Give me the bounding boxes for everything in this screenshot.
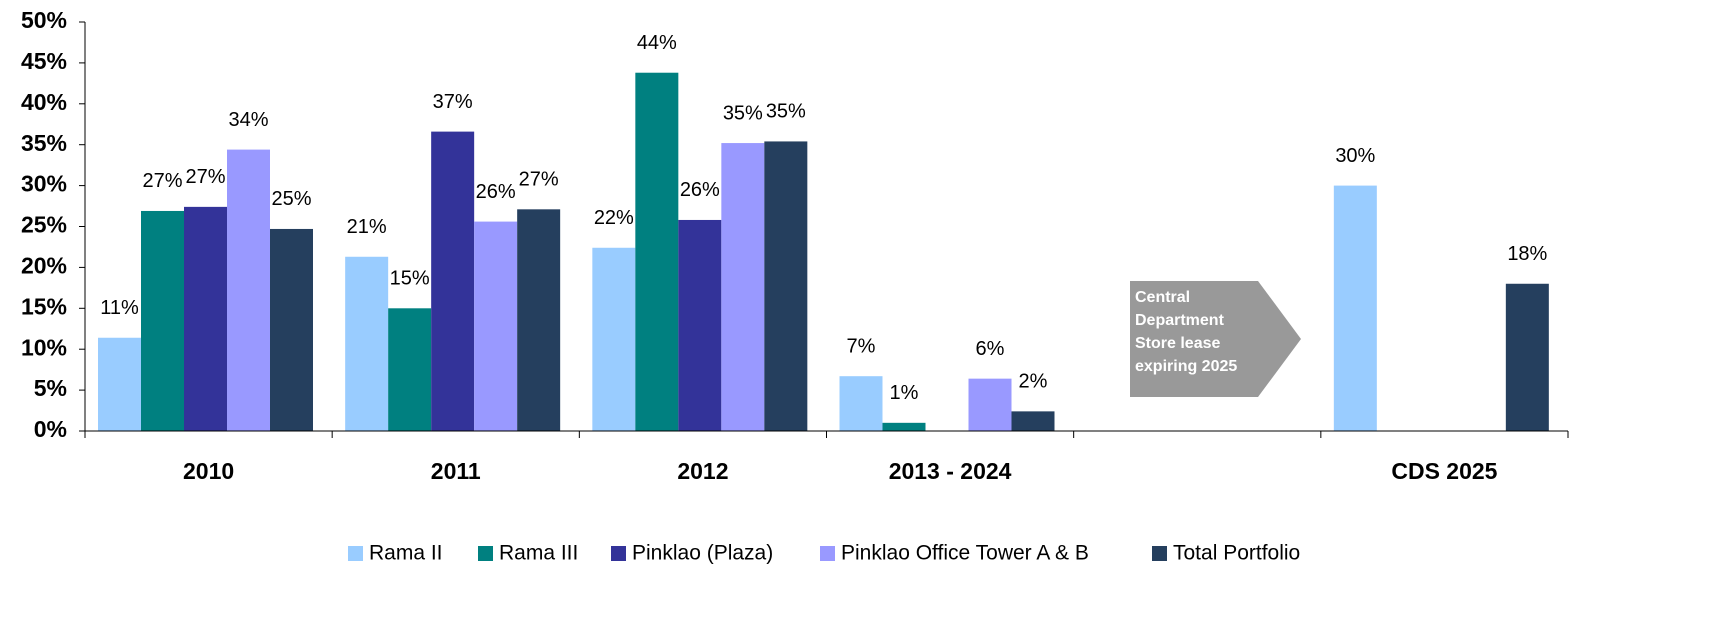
bar — [1333, 185, 1377, 431]
bar — [1011, 411, 1055, 431]
y-tick-label: 40% — [21, 89, 67, 115]
legend-swatch — [1152, 546, 1167, 561]
data-label: 7% — [847, 335, 876, 357]
legend-label: Rama II — [369, 542, 443, 565]
x-tick-label: 2013 - 2024 — [889, 458, 1012, 484]
data-label: 35% — [766, 101, 806, 123]
bar — [270, 228, 313, 431]
data-label: 15% — [390, 268, 430, 290]
y-tick-label: 20% — [21, 252, 67, 278]
annotation-text: Store lease — [1135, 335, 1220, 352]
x-tick-label: CDS 2025 — [1391, 458, 1497, 484]
data-label: 26% — [476, 181, 516, 203]
x-tick-label: 2011 — [431, 458, 481, 484]
annotation-arrow — [1130, 281, 1301, 397]
bar — [1505, 283, 1549, 431]
legend-swatch — [820, 546, 835, 561]
bar — [635, 72, 679, 431]
bar — [388, 308, 432, 431]
bar — [968, 378, 1012, 431]
data-label: 6% — [976, 338, 1005, 360]
legend-swatch — [478, 546, 493, 561]
bar — [345, 256, 389, 431]
data-label: 44% — [637, 32, 677, 54]
data-label: 11% — [100, 297, 139, 319]
data-label: 18% — [1507, 243, 1547, 265]
bar — [184, 206, 227, 431]
data-label: 35% — [723, 102, 763, 124]
data-label: 27% — [185, 166, 225, 188]
data-label: 30% — [1335, 145, 1375, 167]
data-label: 27% — [142, 170, 182, 192]
y-tick-label: 10% — [21, 334, 67, 360]
x-tick-label: 2012 — [677, 458, 728, 484]
data-label: 1% — [890, 382, 919, 404]
bar — [839, 376, 883, 431]
bar — [592, 247, 636, 431]
y-tick-label: 45% — [21, 48, 67, 74]
data-label: 26% — [680, 179, 720, 201]
bar — [474, 221, 518, 431]
y-tick-label: 30% — [21, 171, 67, 197]
annotation-text: expiring 2025 — [1135, 358, 1237, 375]
bar — [141, 210, 184, 431]
y-tick-label: 50% — [21, 7, 67, 33]
y-tick-label: 5% — [34, 375, 67, 401]
legend-swatch — [348, 546, 363, 561]
data-label: 2% — [1019, 371, 1048, 393]
data-label: 22% — [594, 207, 634, 229]
legend-label: Total Portfolio — [1173, 542, 1300, 565]
bar — [721, 143, 765, 431]
bar — [882, 422, 926, 431]
data-label: 21% — [347, 216, 387, 238]
x-tick-label: 2010 — [183, 458, 234, 484]
y-tick-label: 25% — [21, 212, 67, 238]
bar — [517, 209, 561, 431]
data-label: 27% — [519, 169, 559, 191]
annotation-text: Central — [1135, 289, 1190, 306]
legend-label: Rama III — [499, 542, 578, 565]
data-label: 34% — [228, 109, 268, 131]
bar — [764, 141, 808, 432]
legend-label: Pinklao (Plaza) — [632, 542, 773, 565]
y-tick-label: 0% — [34, 416, 67, 442]
y-tick-label: 35% — [21, 130, 67, 156]
legend-label: Pinklao Office Tower A & B — [841, 542, 1089, 565]
legend-swatch — [611, 546, 626, 561]
bar — [98, 337, 141, 431]
data-label: 25% — [271, 188, 311, 210]
y-tick-label: 15% — [21, 293, 67, 319]
annotation-text: Department — [1135, 312, 1225, 329]
bar — [678, 219, 722, 431]
bar — [431, 131, 475, 431]
bar — [227, 149, 270, 431]
data-label: 37% — [433, 91, 473, 113]
